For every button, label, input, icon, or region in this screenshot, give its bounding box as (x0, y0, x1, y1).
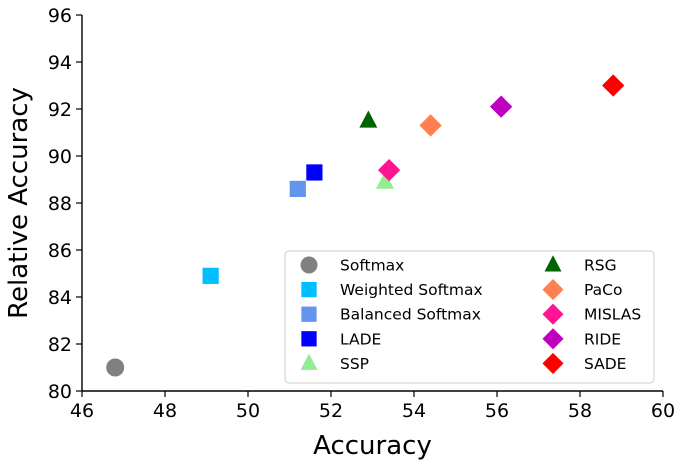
legend-label-lade: LADE (340, 330, 381, 348)
x-axis-title: Accuracy (313, 431, 432, 461)
legend-label-mislas: MISLAS (584, 306, 641, 324)
point-balanced-softmax (289, 180, 306, 197)
y-tick-label: 94 (48, 52, 72, 74)
legend-label-ride: RIDE (584, 330, 621, 348)
x-tick-label: 52 (319, 400, 343, 422)
legend-label-paco: PaCo (584, 281, 622, 299)
legend-label-ssp: SSP (340, 355, 369, 373)
y-tick-label: 92 (48, 99, 72, 121)
legend-marker-ride (542, 328, 564, 350)
y-tick-label: 84 (48, 287, 72, 309)
y-tick-label: 86 (48, 240, 72, 262)
point-weighted-softmax (202, 267, 219, 284)
legend-label-softmax: Softmax (340, 257, 404, 275)
y-tick-label: 88 (48, 193, 72, 215)
legend-label-weighted-softmax: Weighted Softmax (340, 281, 483, 299)
y-tick-label: 96 (48, 5, 72, 27)
x-tick-label: 58 (568, 400, 592, 422)
point-mislas (377, 158, 401, 182)
axis-ticks: 46 48 50 52 54 56 58 60 80 82 84 86 88 90 92 94 96 (48, 5, 675, 422)
point-paco (419, 114, 442, 137)
legend-label-balanced-softmax: Balanced Softmax (340, 306, 481, 324)
point-softmax (106, 358, 125, 377)
x-tick-label: 46 (70, 400, 94, 422)
legend-label-sade: SADE (584, 355, 626, 373)
legend-marker-balanced-softmax (301, 306, 317, 322)
legend-marker-mislas (542, 303, 564, 325)
point-rsg (359, 110, 378, 128)
legend-marker-sade (542, 352, 564, 374)
y-tick-label: 82 (48, 334, 72, 356)
x-tick-label: 50 (236, 400, 260, 422)
legend-marker-weighted-softmax (301, 281, 317, 298)
legend-marker-paco (542, 279, 564, 301)
legend-frame (284, 250, 655, 384)
y-tick-label: 80 (48, 381, 72, 403)
data-points (106, 74, 625, 377)
point-sade (602, 74, 625, 97)
legend-marker-softmax (300, 256, 318, 274)
legend-marker-rsg (544, 255, 562, 272)
y-tick-label: 90 (48, 146, 72, 168)
x-tick-label: 54 (402, 400, 426, 422)
point-ssp (375, 171, 394, 189)
point-ride (489, 95, 513, 118)
x-tick-label: 56 (485, 400, 509, 422)
legend-marker-ssp (300, 353, 318, 370)
legend-marker-lade (301, 331, 317, 347)
x-tick-label: 48 (153, 400, 177, 422)
legend: Softmax Weighted Softmax Balanced Softmax L… (284, 250, 655, 384)
x-tick-label: 60 (651, 400, 675, 422)
point-lade (306, 164, 323, 181)
y-axis-title: Relative Accuracy (4, 87, 34, 319)
legend-label-rsg: RSG (584, 257, 617, 275)
